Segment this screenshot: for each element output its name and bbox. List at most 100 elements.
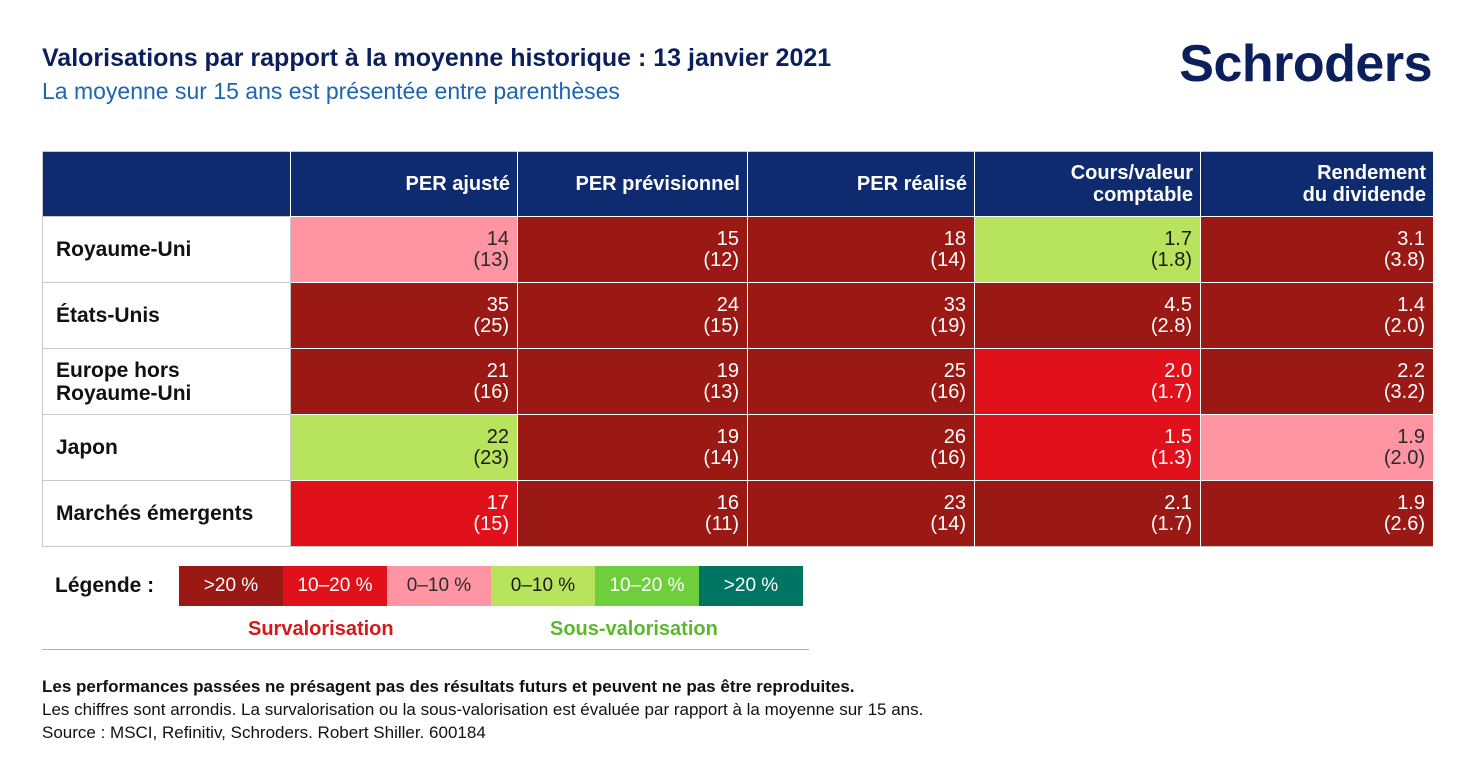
undervalued-caption: Sous-valorisation <box>550 618 718 640</box>
current-value: 16 <box>716 491 739 514</box>
value-cell: 16 (11) <box>517 480 748 547</box>
table-row: États-Unis 35 (25) 24 (15) 33 (19) 4.5 (2.8) 1.4(… <box>42 282 1434 349</box>
value-cell: 25 (16) <box>747 348 975 415</box>
legend-swatch: >20 % <box>699 566 803 606</box>
value-cell: 2.1 (1.7) <box>974 480 1201 547</box>
value-cell: 1.9 (2.0) <box>1200 414 1434 481</box>
overvalued-caption: Survalorisation <box>248 618 394 640</box>
table-row: Marchés émergents 17 (15) 16 (11) 23 (14) 2.1 (1… <box>42 480 1434 547</box>
disclaimer-text: Les performances passées ne présagent pa… <box>42 677 855 696</box>
table-row: Royaume-Uni 14 (13) 15 (12) 18 (14) 1.7 (1.8) 3.1… <box>42 216 1434 283</box>
current-value: 35 <box>486 293 509 316</box>
historical-average: (16) <box>473 380 509 403</box>
region-label-line: Europe hors <box>56 358 180 382</box>
source-text: Source : MSCI, Refinitiv, Schroders. Rob… <box>42 723 486 742</box>
value-cell: 18 (14) <box>747 216 975 283</box>
current-value: 4.5 <box>1164 293 1192 316</box>
historical-average: (2.0) <box>1383 446 1425 469</box>
value-cell: 15 (12) <box>517 216 748 283</box>
current-value: 1.4 <box>1397 293 1425 316</box>
value-cell: 19 (14) <box>517 414 748 481</box>
current-value: 24 <box>716 293 739 316</box>
chart-subtitle: La moyenne sur 15 ans est présentée entr… <box>42 78 620 104</box>
legend-swatch: 10–20 % <box>595 566 699 606</box>
current-value: 21 <box>486 359 509 382</box>
current-value: 33 <box>943 293 966 316</box>
historical-average: (2.8) <box>1150 314 1192 337</box>
current-value: 22 <box>486 425 509 448</box>
value-cell: 1.9 (2.6) <box>1200 480 1434 547</box>
historical-average: (14) <box>703 446 739 469</box>
historical-average: (1.8) <box>1150 248 1192 271</box>
value-cell: 1.7 (1.8) <box>974 216 1201 283</box>
current-value: 23 <box>943 491 966 514</box>
value-cell: 33 (19) <box>747 282 975 349</box>
historical-average: (16) <box>930 446 966 469</box>
column-header: PER prévisionnel <box>517 151 748 217</box>
region-label: Japon <box>42 414 291 481</box>
value-cell: 14 (13) <box>290 216 518 283</box>
current-value: 3.1 <box>1397 227 1425 250</box>
header-corner <box>42 151 291 217</box>
column-header: PER réalisé <box>747 151 975 217</box>
historical-average: (12) <box>703 248 739 271</box>
value-cell: 24 (15) <box>517 282 748 349</box>
current-value: 19 <box>716 425 739 448</box>
value-cell: 26 (16) <box>747 414 975 481</box>
historical-average: (2.6) <box>1383 512 1425 535</box>
column-header: Rendement du dividende <box>1200 151 1434 217</box>
value-cell: 19 (13) <box>517 348 748 415</box>
rounding-note: Les chiffres sont arrondis. La survalori… <box>42 700 924 719</box>
historical-average: (1.3) <box>1150 446 1192 469</box>
current-value: 17 <box>486 491 509 514</box>
column-header-line: Rendement <box>1317 162 1426 184</box>
current-value: 1.9 <box>1397 491 1425 514</box>
table-header-row: PER ajusté PER prévisionnel PER réalisé … <box>42 151 1434 217</box>
region-label: Marchés émergents <box>42 480 291 547</box>
legend: Légende : >20 % 10–20 % 0–10 % 0–10 % 10–20 … <box>42 566 803 606</box>
historical-average: (2.0) <box>1383 314 1425 337</box>
historical-average: (15) <box>473 512 509 535</box>
historical-average: (1.7) <box>1150 380 1192 403</box>
legend-title: Légende : <box>55 574 155 597</box>
column-header-line: comptable <box>1092 184 1193 206</box>
current-value: 2.1 <box>1164 491 1192 514</box>
historical-average: (19) <box>930 314 966 337</box>
column-header: PER ajusté <box>290 151 518 217</box>
region-label-line: Royaume-Uni <box>56 381 192 405</box>
historical-average: (14) <box>930 512 966 535</box>
current-value: 26 <box>943 425 966 448</box>
chart-title: Valorisations par rapport à la moyenne h… <box>42 44 832 72</box>
schroders-logo: Schroders <box>1179 35 1432 93</box>
historical-average: (3.2) <box>1383 380 1425 403</box>
current-value: 2.2 <box>1397 359 1425 382</box>
current-value: 14 <box>486 227 509 250</box>
legend-swatch: >20 % <box>179 566 283 606</box>
historical-average: (23) <box>473 446 509 469</box>
historical-average: (11) <box>704 512 739 535</box>
value-cell: 1.5 (1.3) <box>974 414 1201 481</box>
current-value: 15 <box>716 227 739 250</box>
table-row: Europe hors Royaume-Uni 21 (16) 19 (13) 25 (16)… <box>42 348 1434 415</box>
current-value: 1.7 <box>1164 227 1192 250</box>
historical-average: (14) <box>930 248 966 271</box>
valuation-table: PER ajusté PER prévisionnel PER réalisé … <box>42 151 1434 547</box>
column-header: Cours/valeur comptable <box>974 151 1201 217</box>
current-value: 19 <box>716 359 739 382</box>
value-cell: 17 (15) <box>290 480 518 547</box>
value-cell: 23 (14) <box>747 480 975 547</box>
value-cell: 4.5 (2.8) <box>974 282 1201 349</box>
current-value: 25 <box>943 359 966 382</box>
legend-swatch: 0–10 % <box>387 566 491 606</box>
legend-divider <box>42 649 809 650</box>
table-row: Japon 22 (23) 19 (14) 26 (16) 1.5 (1.3) 1.9 (2.0) <box>42 414 1434 481</box>
historical-average: (1.7) <box>1150 512 1192 535</box>
value-cell: 3.1 (3.8) <box>1200 216 1434 283</box>
historical-average: (15) <box>703 314 739 337</box>
value-cell: 2.0 (1.7) <box>974 348 1201 415</box>
historical-average: (25) <box>473 314 509 337</box>
historical-average: (13) <box>473 248 509 271</box>
current-value: 2.0 <box>1164 359 1192 382</box>
column-header-line: du dividende <box>1302 184 1426 206</box>
historical-average: (13) <box>703 380 739 403</box>
